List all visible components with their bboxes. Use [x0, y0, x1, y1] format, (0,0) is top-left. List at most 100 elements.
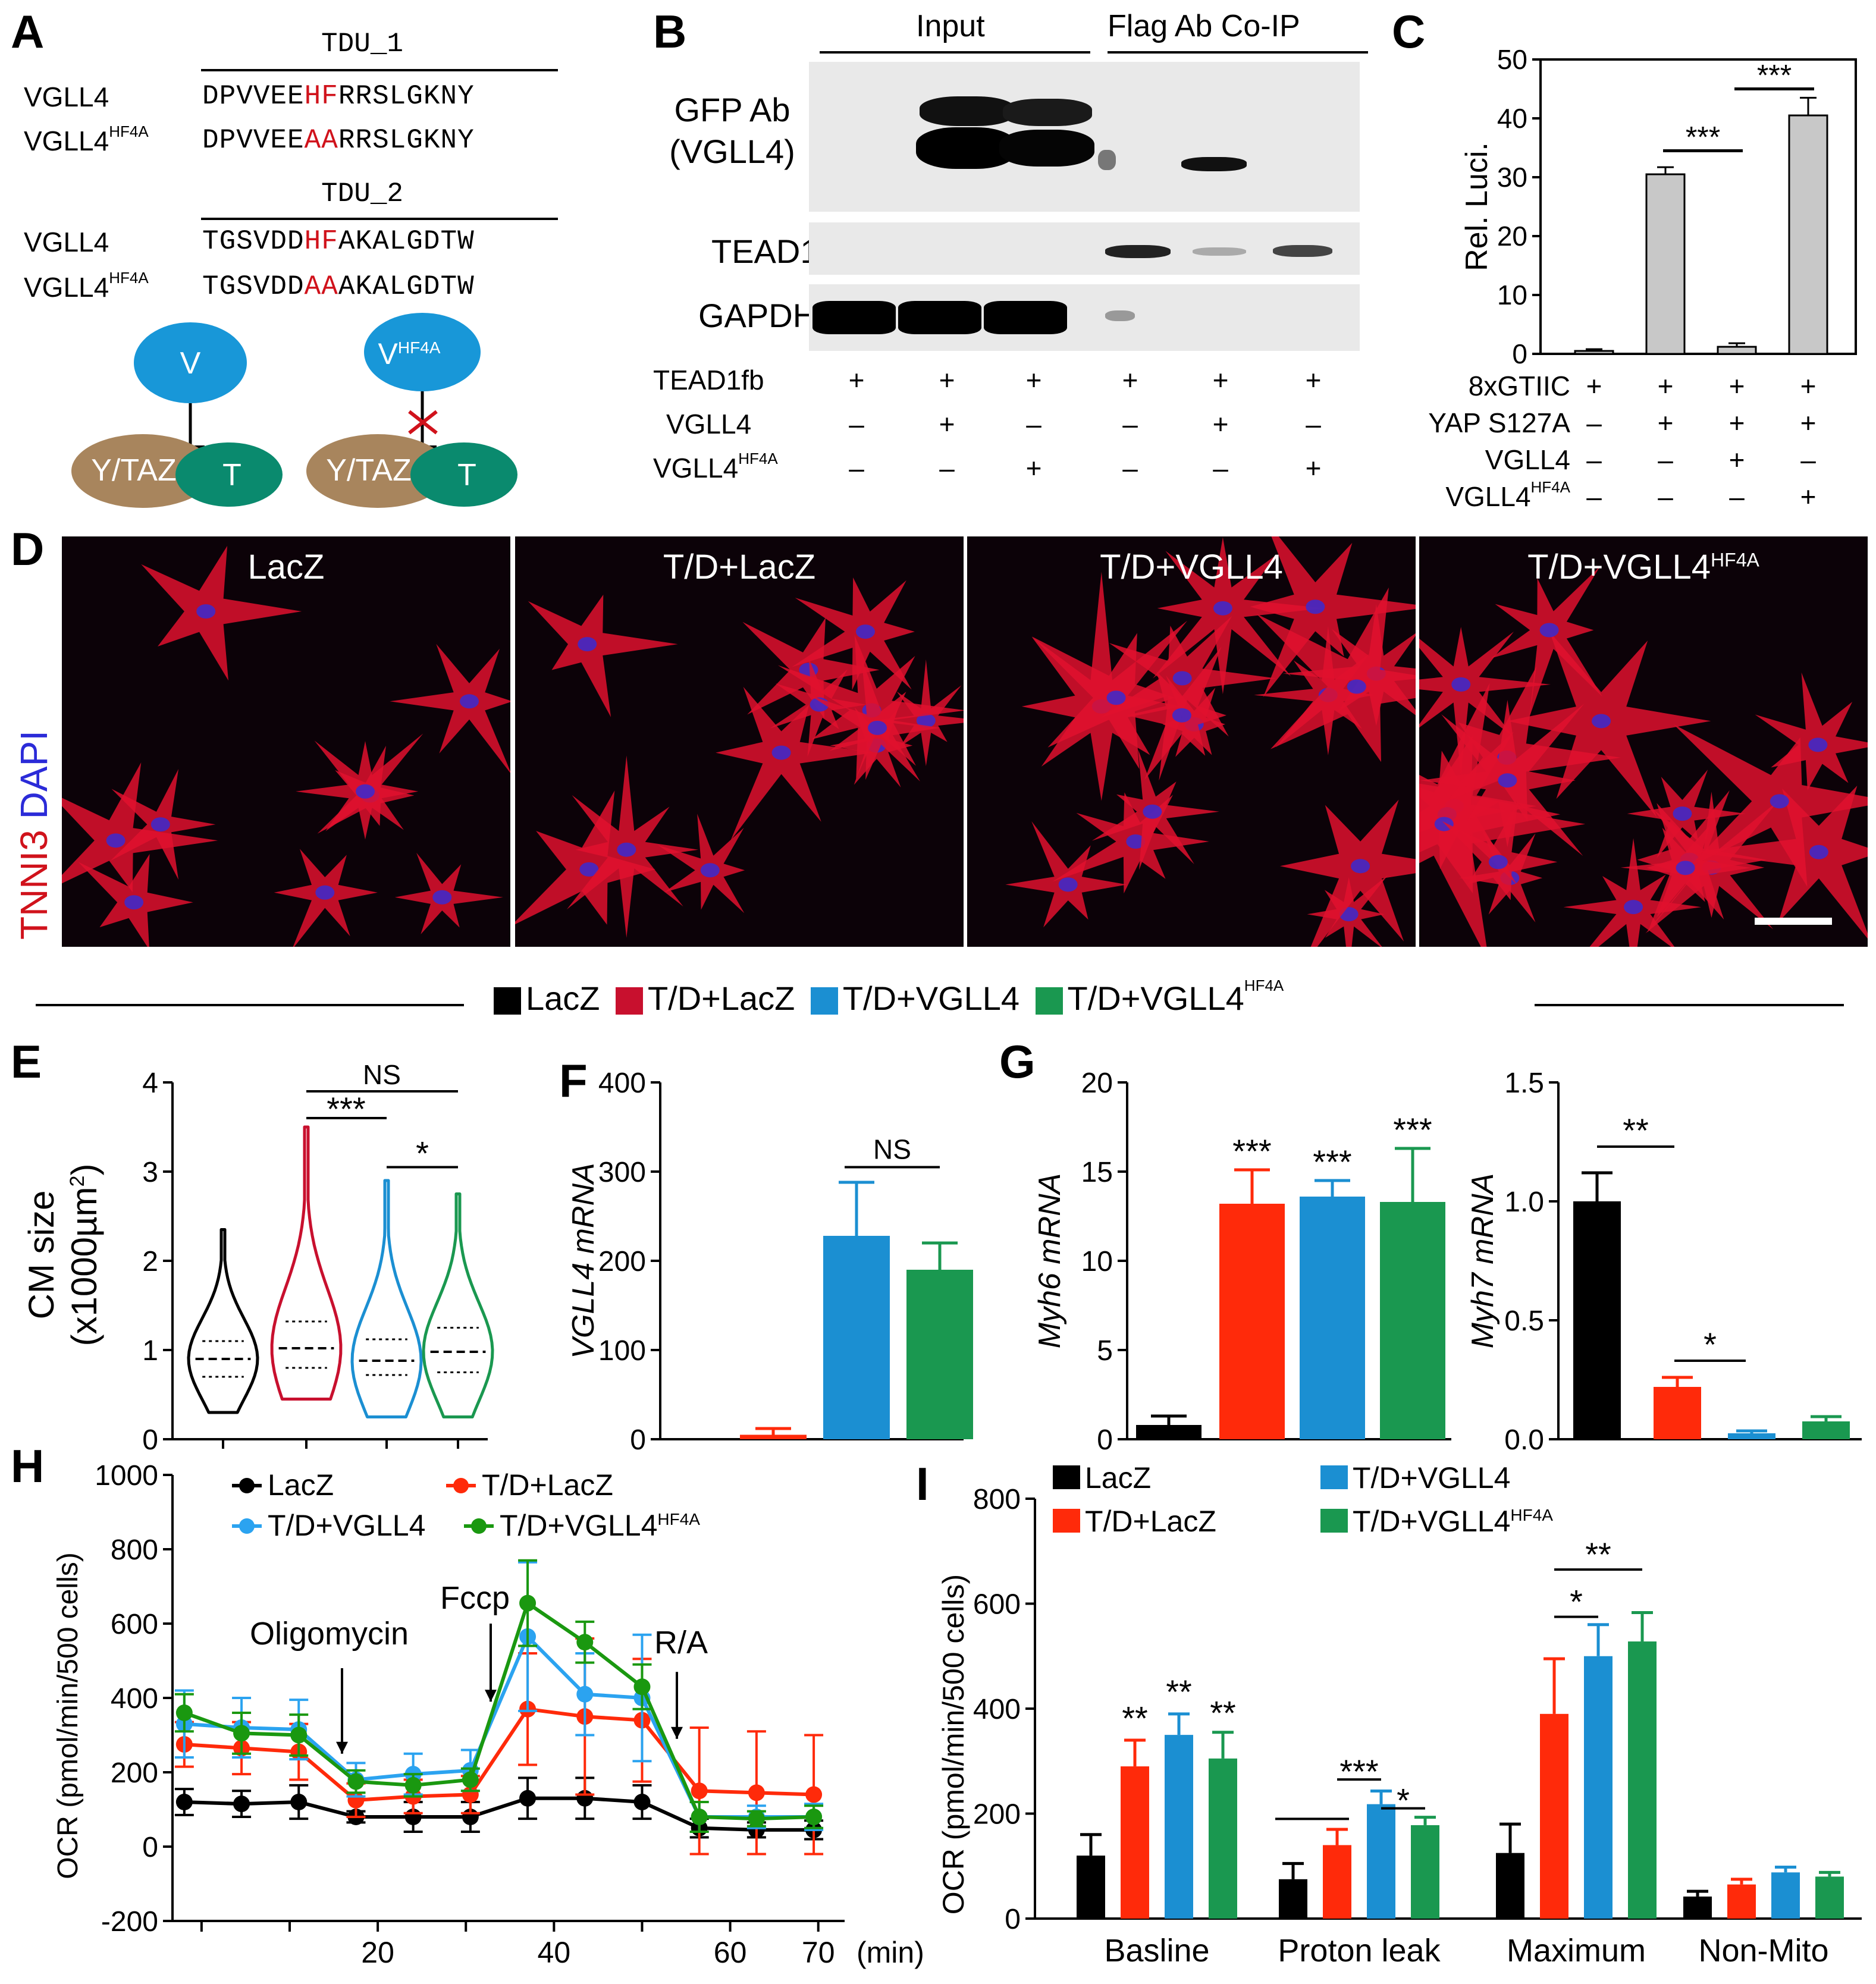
panel-f-label: F: [559, 1054, 588, 1107]
vhf-text: VHF4A: [378, 337, 441, 371]
cell: [1491, 566, 1603, 717]
x-tick-label: 70: [802, 1936, 835, 1969]
ytaz-text-2: Y/TAZ: [326, 453, 411, 488]
micrograph-4: T/D+VGLL4HF4A: [1419, 536, 1868, 947]
c-sign-c4-1: –: [1586, 481, 1602, 512]
gapdh-label: GAPDH: [698, 297, 817, 334]
cell: [1256, 587, 1416, 762]
c-sign-c4-2: –: [1658, 481, 1673, 512]
band-gfp-3a: [1003, 99, 1092, 126]
b-sign-tead1fb-6: +: [1305, 365, 1322, 395]
panel-a-label: A: [11, 5, 45, 58]
i-sig-p1: ***: [1339, 1753, 1378, 1790]
y-tick-label: 800: [973, 1484, 1021, 1515]
y-tick-label: 0: [142, 1832, 158, 1863]
vhf-ellipse: [364, 313, 481, 391]
h-line: [184, 1707, 814, 1802]
nucleus: [1172, 671, 1192, 686]
h-fccp: Fccp: [440, 1580, 510, 1616]
h-point: [519, 1790, 537, 1807]
y-tick-label: 400: [111, 1683, 158, 1715]
seq-name-vgll4hf-1: VGLL4HF4A: [24, 123, 149, 156]
b-sign-vgll4-3: –: [1026, 409, 1041, 440]
c-ytick-label: 10: [1497, 280, 1527, 310]
c-sign-c1-3: +: [1728, 371, 1745, 401]
micrograph-2: T/D+LacZ: [515, 536, 964, 947]
g1-sig: ***: [1313, 1143, 1351, 1181]
c-sign-c4-4: +: [1800, 481, 1817, 512]
cell: [1673, 724, 1868, 887]
h-point: [233, 1795, 250, 1813]
g2-sig-1: **: [1623, 1112, 1649, 1149]
c-sign-c1-2: +: [1657, 371, 1674, 401]
coip-header: Flag Ab Co-IP: [1108, 9, 1300, 43]
ytaz-text: Y/TAZ: [91, 453, 176, 488]
y-tick-label: 400: [598, 1068, 646, 1099]
c-ytick-label: 0: [1512, 338, 1527, 369]
h-ra: R/A: [654, 1625, 708, 1660]
v-ellipse: [134, 322, 247, 403]
cell: [716, 686, 874, 841]
i-bar: [1411, 1825, 1439, 1919]
input-header: Input: [916, 9, 985, 43]
cell: [1692, 786, 1868, 939]
y-tick-label: 200: [973, 1799, 1021, 1831]
cond-tead1fb: TEAD1fb: [653, 365, 764, 395]
nucleus: [1351, 859, 1370, 874]
g2-bar: [1728, 1433, 1775, 1439]
i-sig-b2: **: [1166, 1673, 1192, 1710]
nucleus: [1770, 794, 1789, 809]
legend-swatch-td-vgll4hf: [1035, 987, 1063, 1015]
i-bar: [1540, 1713, 1568, 1919]
c-ylabel: Rel. Luci.: [1460, 142, 1494, 271]
i-bar: [1771, 1872, 1800, 1919]
h-point: [290, 1726, 308, 1744]
band-gapdh-3: [984, 301, 1067, 334]
h-point: [175, 1794, 193, 1810]
f-bar: [906, 1270, 973, 1439]
nucleus: [1172, 708, 1191, 723]
scale-bar: [1755, 918, 1832, 925]
h-point: [691, 1782, 708, 1800]
h-unit: (min): [857, 1936, 924, 1969]
b-sign-tead1fb-1: +: [848, 365, 865, 395]
panel-b-label: B: [653, 5, 687, 58]
seq-vgll4-tdu2: TGSVDDHFAKALGDTW: [202, 226, 475, 257]
interaction-diagram: V Y/TAZ T VHF4A Y/TAZ T: [71, 313, 517, 508]
c-sign-c1-4: +: [1800, 371, 1817, 401]
h-point: [633, 1678, 651, 1696]
micrograph-label-4: T/D+VGLL4HF4A: [1527, 548, 1759, 586]
tdu1-label: TDU_1: [321, 29, 404, 59]
chart-f: 0 100 200 300 400 VGLL4 mRNA NS: [566, 1068, 973, 1456]
i-bar: [1584, 1656, 1613, 1919]
c-bar: [1717, 346, 1757, 355]
h-point: [290, 1794, 308, 1810]
y-tick-label: 600: [973, 1589, 1021, 1621]
h-point: [347, 1773, 365, 1790]
micrograph-cells-3: [1005, 536, 1416, 947]
x-tick-label: 20: [361, 1936, 394, 1969]
y-tick-label: 400: [973, 1694, 1021, 1725]
i-bar: [1628, 1641, 1657, 1919]
y-tick-label: 1000: [95, 1460, 158, 1492]
g1-bar: [1300, 1197, 1365, 1439]
y-tick-label: -200: [101, 1906, 158, 1938]
violin: [187, 1228, 259, 1414]
c-bar: [1788, 114, 1828, 355]
b-sign-vgll4hf-5: –: [1213, 453, 1228, 484]
y-tick-label: 2: [142, 1246, 158, 1277]
legend-swatch-td-lacz: [615, 987, 643, 1015]
nucleus: [315, 885, 335, 900]
nucleus: [579, 862, 599, 877]
nucleus: [1143, 804, 1162, 819]
b-sign-vgll4-4: –: [1122, 409, 1138, 440]
cell: [1250, 536, 1416, 697]
f-sig-ns: NS: [873, 1134, 911, 1165]
tdu2-line: [201, 218, 558, 220]
nucleus: [700, 863, 720, 878]
c-bar: [1574, 350, 1614, 355]
band-tead1-6: [1273, 245, 1332, 257]
h-point: [519, 1594, 537, 1612]
h-fccp-arrowhead: [485, 1690, 497, 1702]
